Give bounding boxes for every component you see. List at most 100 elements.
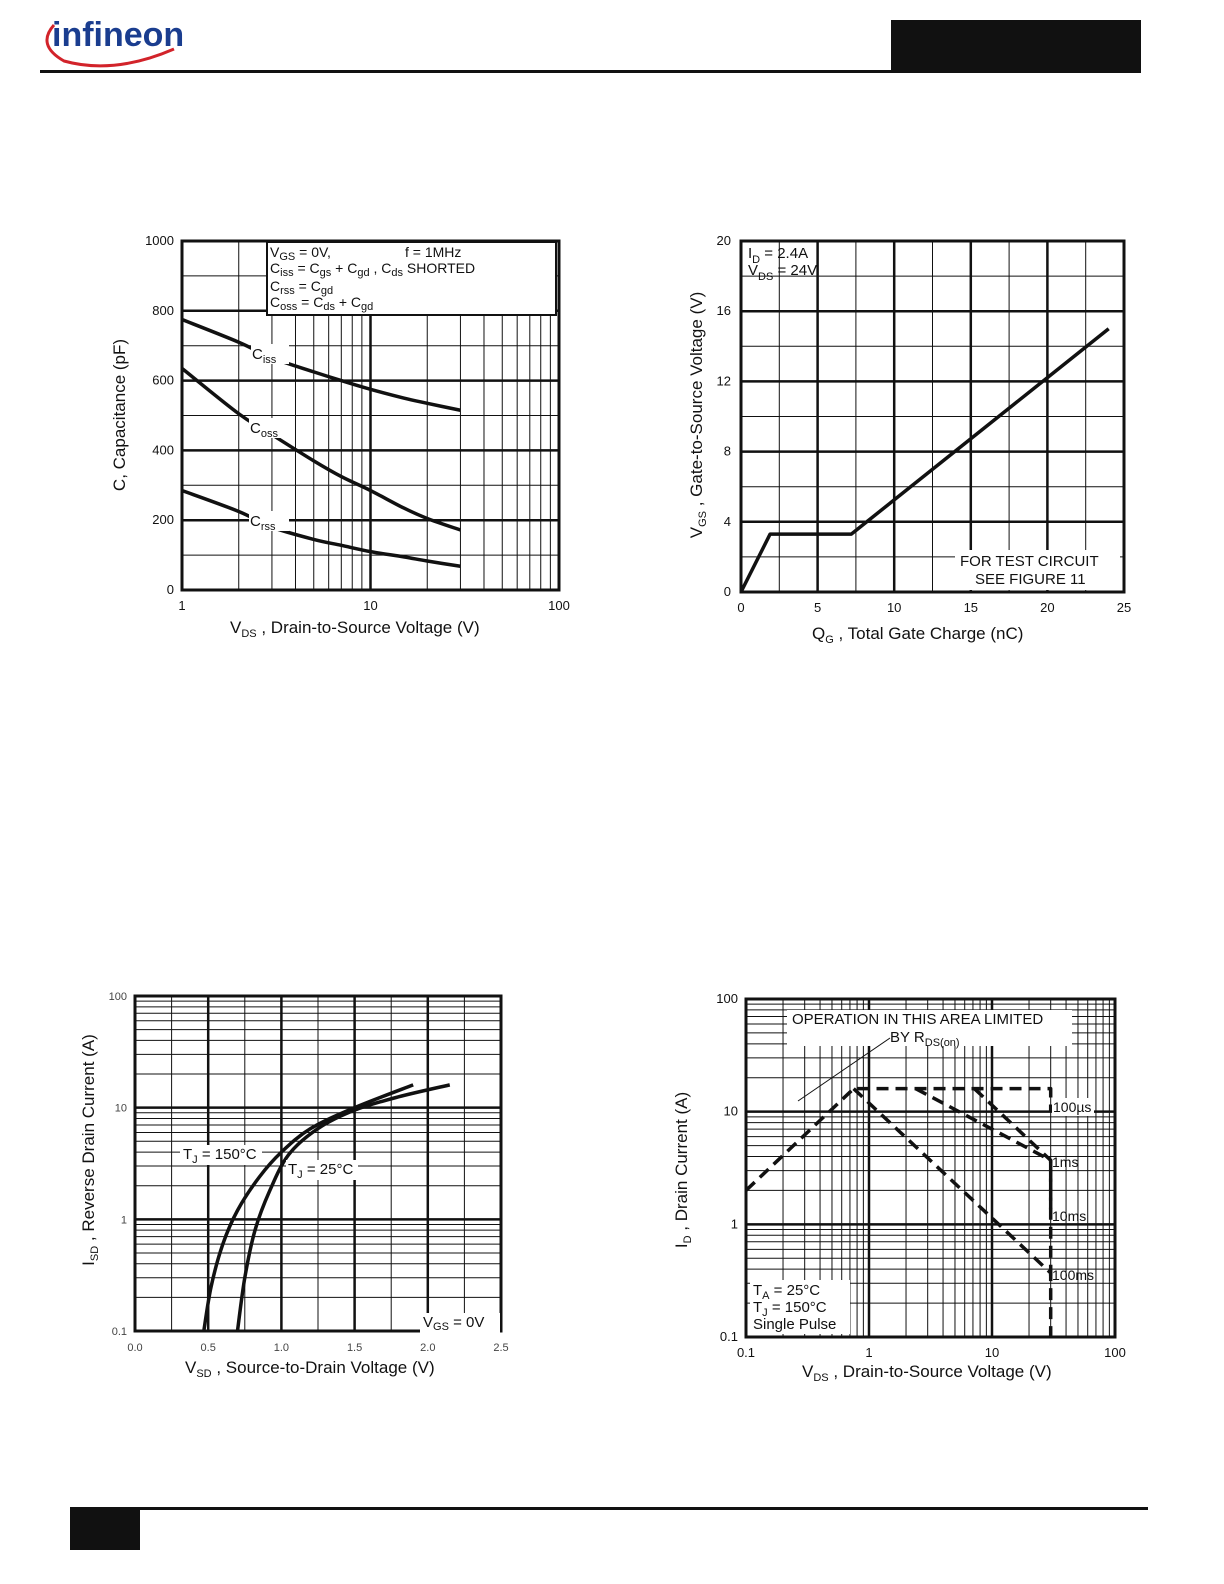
y-tick-label: 16: [717, 303, 731, 318]
x-tick-label: 5: [814, 600, 821, 615]
y-tick-label: 200: [152, 512, 174, 527]
gc-note-bg: [955, 550, 1120, 590]
cap-x-axis-label: VDS , Drain-to-Source Voltage (V): [230, 618, 480, 640]
y-tick-label: 20: [717, 233, 731, 248]
y-tick-label: 4: [724, 514, 731, 529]
y-tick-label: 1000: [145, 233, 174, 248]
crss-label-bg: [249, 511, 289, 531]
x-tick-label: 10: [887, 600, 901, 615]
tj25-label-bg: [286, 1160, 358, 1180]
x-tick-label: 2.0: [420, 1342, 435, 1354]
footer-rule: [70, 1507, 1148, 1510]
y-tick-label: 400: [152, 442, 174, 457]
tj25-label: TJ = 25°C: [288, 1161, 353, 1181]
y-tick-label: 12: [717, 373, 731, 388]
soa-y-axis-label: ID , Drain Current (A): [672, 1092, 694, 1248]
diode-ticks: 0.0 0.5 1.0 1.5 2.0 2.5 0.1 1 10 100: [109, 991, 509, 1354]
y-tick-label: 10: [724, 1104, 738, 1119]
infineon-logo-text: infineon: [52, 16, 184, 54]
x-tick-label: 1: [865, 1345, 872, 1360]
x-tick-label: 10: [363, 598, 377, 613]
y-tick-label: 0.1: [720, 1329, 738, 1344]
soa-x-axis-label: VDS , Drain-to-Source Voltage (V): [802, 1362, 1052, 1384]
cap-cond-vgs: VGS = 0V,: [270, 244, 331, 263]
y-tick-label: 1: [121, 1214, 127, 1226]
series-line-100-s: [744, 1086, 1053, 1192]
gate-charge-ticks: 0 5 10 15 20 25 0 4 8 12 16 20: [717, 233, 1132, 615]
x-tick-label: 1.0: [274, 1342, 289, 1354]
tj150-label: TJ = 150°C: [183, 1146, 257, 1166]
x-tick-label: 1: [178, 598, 185, 613]
soa-curves: [744, 1086, 1053, 1337]
safe-operating-area-chart: 0.1 1 10 100 0.1 1 10 100 OPERATION IN THIS ARE…: [672, 991, 1126, 1384]
coss-label-bg: [249, 418, 291, 438]
crss-label: Crss: [250, 513, 276, 533]
series-line-tj-25-c: [235, 1083, 451, 1332]
soa-ta: TA = 25°C: [753, 1282, 820, 1302]
gc-vds-condition: VDS = 24V: [748, 262, 817, 283]
soa-tj: TJ = 150°C: [753, 1299, 827, 1319]
cap-cond-freq: f = 1MHz: [405, 244, 461, 260]
diode-curves: [202, 1083, 451, 1332]
diode-vgs-label: VGS = 0V: [423, 1314, 484, 1333]
series-line-tj-150-c: [202, 1083, 414, 1332]
diode-x-axis-label: VSD , Source-to-Drain Voltage (V): [185, 1358, 435, 1380]
x-tick-label: 1.5: [347, 1342, 362, 1354]
plot-frame: [739, 239, 1126, 594]
y-tick-label: 100: [716, 991, 738, 1006]
diode-forward-chart: 0.0 0.5 1.0 1.5 2.0 2.5 0.1 1 10 100 TJ = 150°C T…: [79, 991, 509, 1380]
gc-note-1: FOR TEST CIRCUIT: [960, 553, 1099, 570]
y-tick-label: 0: [167, 582, 174, 597]
gate-charge-curves: [739, 327, 1110, 593]
soa-pulse: Single Pulse: [753, 1316, 836, 1333]
x-tick-label: 2.5: [493, 1342, 508, 1354]
y-tick-label: 600: [152, 373, 174, 388]
soa-note-1: OPERATION IN THIS AREA LIMITED: [792, 1011, 1043, 1028]
x-tick-label: 0.0: [127, 1342, 142, 1354]
cap-cond-ciss: Ciss = Cgs + Cgd , Cds SHORTED: [270, 260, 475, 279]
y-tick-label: 10: [115, 1103, 127, 1115]
header-rule: [40, 70, 1141, 73]
infineon-logo: infineon: [45, 16, 184, 68]
plot-frame: [744, 997, 1117, 1339]
gate-charge-grid: [739, 239, 1126, 594]
soa-note-leader: [797, 1037, 891, 1102]
cap-cond-coss: Coss = Cds + Cgd: [270, 294, 373, 313]
soa-note-bg: [787, 1010, 1072, 1046]
diode-grid: [133, 994, 503, 1333]
footer-page-block: [70, 1508, 140, 1550]
y-tick-label: 0: [724, 584, 731, 599]
capacitance-curves: [180, 317, 462, 568]
diode-vgs-bg: [420, 1313, 500, 1333]
y-tick-label: 8: [724, 444, 731, 459]
soa-limit-100ms: 100ms: [1052, 1267, 1094, 1283]
coss-label: Coss: [250, 420, 278, 440]
y-tick-label: 0.1: [112, 1326, 127, 1338]
soa-note-2: BY RDS(on): [890, 1029, 960, 1049]
cap-cond-crss: Crss = Cgd: [270, 278, 333, 297]
y-tick-label: 100: [109, 991, 127, 1003]
gc-note-2: SEE FIGURE 11: [975, 571, 1086, 588]
soa-cond-bg: [750, 1280, 850, 1334]
x-tick-label: 15: [964, 600, 978, 615]
series-line-100ms: [852, 1087, 1053, 1337]
y-tick-label: 800: [152, 303, 174, 318]
series-line-10ms: [973, 1087, 1053, 1276]
plot-frame: [133, 994, 503, 1333]
x-tick-label: 20: [1040, 600, 1054, 615]
soa-limit-10ms: 10ms: [1052, 1208, 1086, 1224]
soa-limit-100us: 100µs: [1053, 1099, 1091, 1115]
gc-id-condition: ID = 2.4A: [748, 245, 808, 266]
y-tick-label: 1: [731, 1216, 738, 1231]
x-tick-label: 0: [737, 600, 744, 615]
x-tick-label: 25: [1117, 600, 1131, 615]
soa-ticks: 0.1 1 10 100 0.1 1 10 100: [716, 991, 1126, 1360]
series-line-1ms: [914, 1087, 1053, 1216]
series-line-coss: [180, 367, 462, 532]
x-tick-label: 0.5: [201, 1342, 216, 1354]
x-tick-label: 0.1: [737, 1345, 755, 1360]
